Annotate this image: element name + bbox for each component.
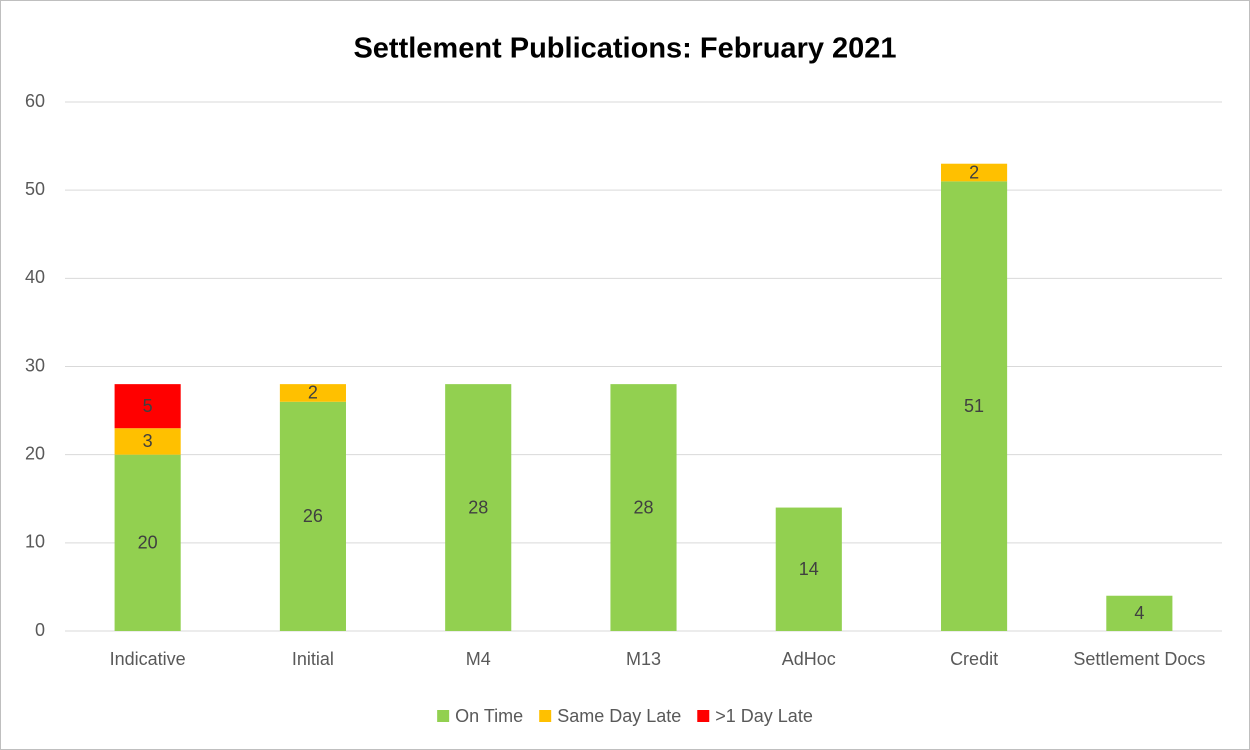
y-tick-label: 30 bbox=[25, 355, 45, 375]
bar-segment bbox=[279, 401, 346, 631]
x-tick-label: M4 bbox=[466, 649, 491, 669]
data-label: 4 bbox=[1134, 603, 1144, 623]
legend-swatch bbox=[437, 710, 450, 722]
y-tick-label: 10 bbox=[25, 532, 45, 552]
legend-label: On Time bbox=[455, 706, 523, 726]
y-tick-label: 0 bbox=[35, 620, 45, 640]
data-label: 28 bbox=[468, 497, 488, 517]
bar-segment bbox=[941, 163, 1008, 182]
bar-segment bbox=[610, 384, 677, 631]
x-tick-label: Credit bbox=[950, 649, 998, 669]
data-label: 3 bbox=[143, 431, 153, 451]
x-tick-label: Initial bbox=[292, 649, 334, 669]
x-tick-label: M13 bbox=[626, 649, 661, 669]
chart-title: Settlement Publications: February 2021 bbox=[353, 33, 896, 65]
data-label: 51 bbox=[964, 396, 984, 416]
x-tick-label: AdHoc bbox=[782, 649, 836, 669]
bar-segment bbox=[279, 384, 346, 402]
data-label: 2 bbox=[308, 383, 318, 403]
bar-segment bbox=[114, 428, 181, 455]
y-tick-label: 60 bbox=[25, 91, 45, 111]
bar-segment bbox=[114, 454, 181, 631]
data-label: 2 bbox=[969, 162, 979, 182]
data-label: 14 bbox=[799, 559, 819, 579]
legend-label: Same Day Late bbox=[557, 706, 681, 726]
bar-segment bbox=[445, 384, 512, 631]
bar-segment bbox=[775, 507, 842, 631]
y-tick-label: 50 bbox=[25, 179, 45, 199]
x-tick-label: Settlement Docs bbox=[1073, 649, 1205, 669]
y-tick-label: 40 bbox=[25, 267, 45, 287]
x-tick-label: Indicative bbox=[110, 649, 186, 669]
bar-segment bbox=[941, 181, 1008, 631]
legend-swatch bbox=[697, 710, 710, 722]
bar-segment bbox=[114, 384, 181, 429]
bar-segment bbox=[1106, 595, 1173, 631]
y-tick-label: 20 bbox=[25, 443, 45, 463]
legend-label: >1 Day Late bbox=[715, 706, 813, 726]
data-label: 26 bbox=[303, 506, 323, 526]
data-label: 5 bbox=[143, 396, 153, 416]
legend-swatch bbox=[539, 710, 552, 722]
data-label: 20 bbox=[138, 533, 158, 553]
data-label: 28 bbox=[633, 497, 653, 517]
